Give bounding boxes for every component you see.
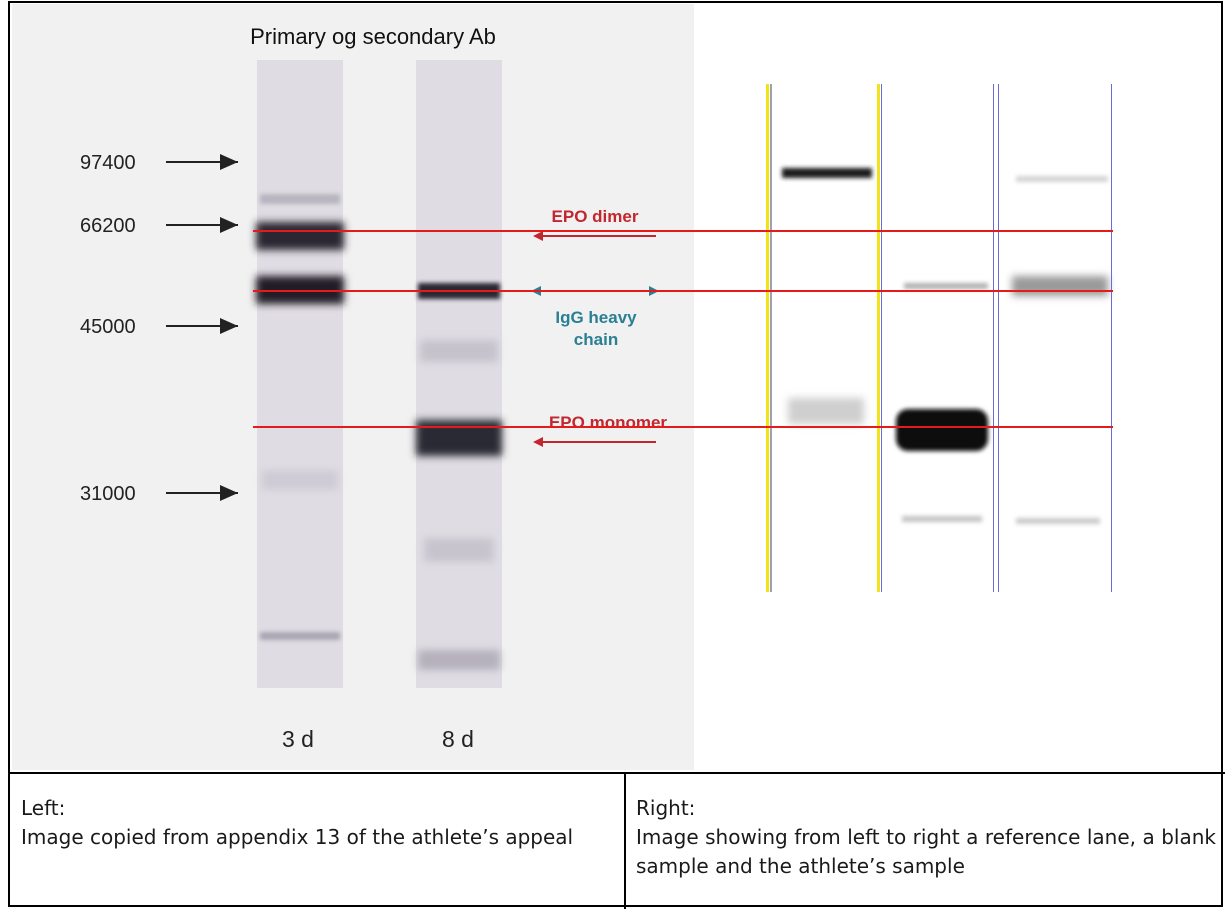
lane-divider (1111, 84, 1112, 592)
arrow-head (533, 231, 543, 241)
mw-marker-31000: 31000 (80, 483, 238, 505)
blot-band (1016, 176, 1108, 182)
caption-left: Left: Image copied from appendix 13 of t… (21, 794, 616, 852)
western-blot-figure: Primary og secondary Ab 97400 66200 (12, 4, 1114, 770)
left-panel-background (12, 4, 694, 770)
caption-right: Right: Image showing from left to right … (636, 794, 1216, 881)
table-column-divider (624, 772, 626, 909)
blot-band (788, 398, 864, 424)
annotation-label: IgG heavy (555, 308, 637, 327)
annotation-label: chain (574, 330, 618, 349)
lane-divider (993, 84, 994, 592)
mw-label: 66200 (80, 215, 136, 237)
blot-band (420, 340, 498, 362)
blot-band (262, 470, 338, 490)
figure-cell: Primary og secondary Ab 97400 66200 (12, 4, 1114, 770)
blot-band (418, 650, 500, 670)
mw-marker-97400: 97400 (80, 152, 238, 174)
annotation-label: EPO dimer (552, 207, 639, 226)
blot-band (424, 538, 494, 562)
blot-lane-3d (256, 60, 344, 688)
lane-divider (770, 84, 772, 592)
lane-divider (766, 84, 769, 592)
annotation-label: EPO monomer (549, 413, 667, 432)
caption-left-text: Image copied from appendix 13 of the ath… (21, 825, 574, 849)
lane-divider (877, 84, 880, 592)
blot-band (782, 168, 872, 178)
table-row-divider (8, 772, 1225, 774)
annotation-epo-monomer: EPO monomer (533, 413, 667, 447)
caption-right-heading: Right: (636, 796, 696, 820)
blot-band (256, 222, 344, 250)
mw-marker-45000: 45000 (80, 316, 238, 338)
lane-label-8d: 8 d (442, 726, 474, 752)
blot-lane-8d (416, 60, 502, 688)
figure-title: Primary og secondary Ab (250, 24, 496, 49)
blot-band (1016, 518, 1100, 524)
blot-band (1012, 276, 1108, 296)
caption-right-text: Image showing from left to right a refer… (636, 825, 1216, 878)
lane-divider (998, 84, 999, 592)
blot-band (896, 409, 988, 451)
caption-left-heading: Left: (21, 796, 66, 820)
lane-label-3d: 3 d (282, 726, 314, 752)
annotation-epo-dimer: EPO dimer (533, 207, 656, 241)
blot-band (904, 283, 988, 289)
blot-band (902, 516, 982, 522)
blot-band (260, 632, 340, 640)
mw-label: 97400 (80, 152, 136, 174)
mw-label: 31000 (80, 483, 136, 505)
mw-marker-66200: 66200 (80, 215, 238, 237)
blot-band (416, 420, 502, 456)
mw-label: 45000 (80, 316, 136, 338)
right-blot-panel (766, 84, 1114, 592)
blot-band (260, 194, 340, 204)
lane-divider (881, 84, 882, 592)
arrow-head (533, 437, 543, 447)
